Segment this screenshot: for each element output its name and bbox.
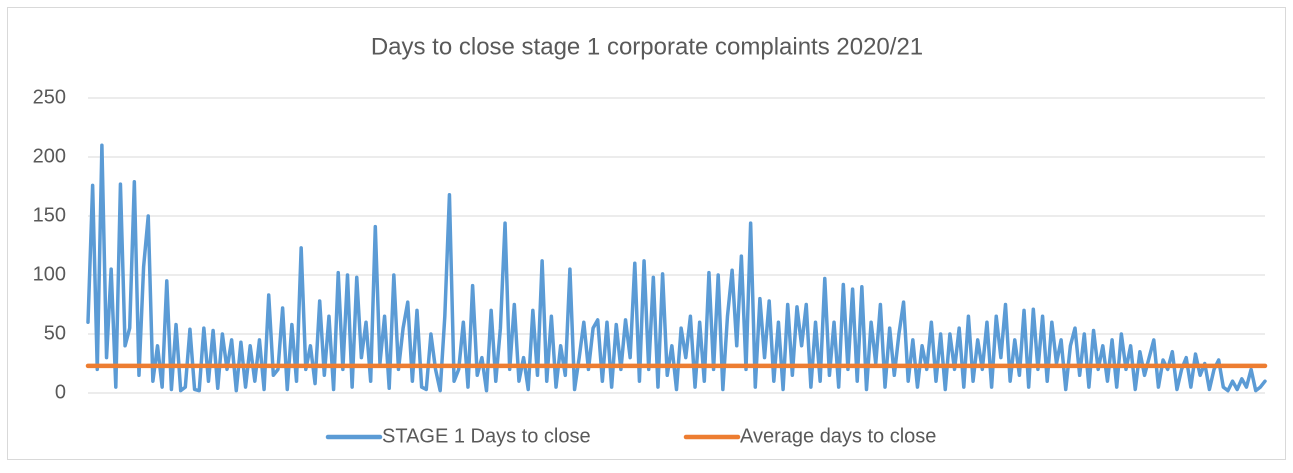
y-tick-label: 50 [44, 322, 66, 344]
chart-border [7, 7, 1286, 460]
y-tick-label: 200 [33, 145, 66, 167]
legend-label: STAGE 1 Days to close [382, 425, 591, 447]
legend-label: Average days to close [740, 425, 936, 447]
y-tick-label: 150 [33, 204, 66, 226]
chart-title: Days to close stage 1 corporate complain… [371, 33, 923, 60]
y-tick-label: 0 [55, 381, 66, 403]
y-tick-label: 250 [33, 86, 66, 108]
series-line [86, 143, 1267, 393]
y-tick-label: 100 [33, 263, 66, 285]
